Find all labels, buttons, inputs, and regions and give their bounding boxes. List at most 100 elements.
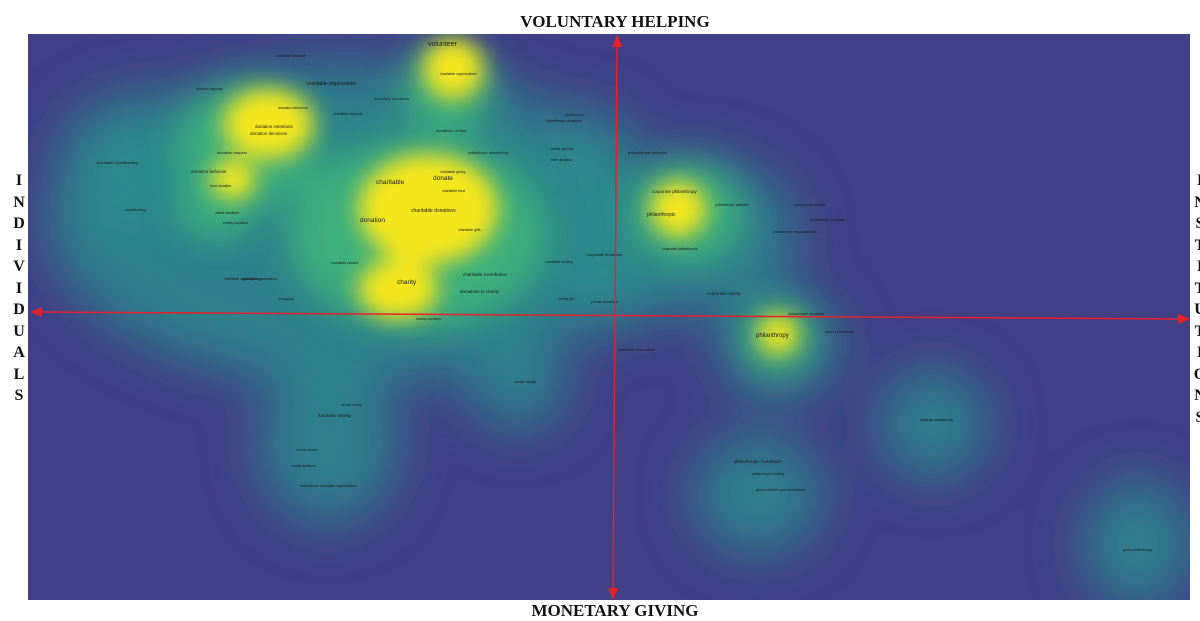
axis-title-letter: S xyxy=(1196,213,1200,235)
term-labels: volunteer charitable behavior charitable… xyxy=(96,41,1153,552)
density-peak xyxy=(223,89,313,159)
quadrant-axes xyxy=(30,35,1190,600)
term-label: philanthropic xyxy=(647,212,676,218)
term-label: international charitable organizations xyxy=(300,484,357,488)
axis-title-letter: T xyxy=(1194,236,1200,254)
term-label: corporate charity xyxy=(707,291,741,296)
term-label: charitable organization xyxy=(306,81,357,87)
axis-title-letter: I xyxy=(15,279,23,297)
density-region xyxy=(58,94,218,234)
term-label: charity organization xyxy=(242,276,277,281)
term-label: donor philanthropy xyxy=(825,330,854,334)
bottom-axis-title: MONETARY GIVING xyxy=(531,601,699,620)
density-peak xyxy=(211,159,255,199)
term-label: corporate philanthropic xyxy=(662,247,698,251)
term-label: volunteer xyxy=(428,41,457,48)
term-label: private charity xyxy=(514,380,536,384)
term-label: global philanthropy xyxy=(1123,548,1153,552)
density-region xyxy=(553,254,653,334)
term-label: time donation xyxy=(551,158,572,162)
term-label: charitable lending xyxy=(545,260,572,264)
density-region xyxy=(258,364,398,524)
term-label: donation appeals xyxy=(196,87,223,91)
term-label: philanthropy xyxy=(756,333,789,339)
term-label: donations of time xyxy=(436,128,467,133)
axis-title-letter: D xyxy=(13,215,25,232)
axis-title-letter: D xyxy=(13,301,25,318)
density-region xyxy=(693,434,823,554)
term-label: charitypay xyxy=(278,297,294,301)
term-label: charitable behavior xyxy=(276,54,306,58)
axis-title-letter: N xyxy=(1194,385,1200,407)
term-label: charitable organisations xyxy=(224,277,261,281)
term-label: charitable requests xyxy=(333,112,363,116)
bottom-arrowhead xyxy=(608,588,618,600)
term-label: trust donation xyxy=(210,184,231,188)
right-axis-title: INSTITUTIONS xyxy=(1193,170,1200,428)
density-peak xyxy=(423,39,483,99)
axis-title-letter: I xyxy=(1196,172,1200,189)
density-map: volunteer charitable behavior charitable… xyxy=(28,34,1190,600)
term-label: corporate donations xyxy=(587,252,622,257)
term-label: philanthropy xyxy=(565,113,584,117)
axis-title-letter: I xyxy=(1196,258,1200,275)
term-label: charitable organizations xyxy=(440,72,477,76)
term-label: donation behaviour xyxy=(278,106,309,110)
axis-title-letter: N xyxy=(1194,192,1200,214)
term-label: charitable donations xyxy=(411,208,456,214)
density-region xyxy=(878,369,988,479)
axis-title-letter: I xyxy=(15,172,23,189)
term-label: charitable contribution xyxy=(463,272,508,277)
density-peak xyxy=(650,181,706,237)
term-label: philanthropic activities xyxy=(715,203,749,207)
term-label: charitable giving xyxy=(440,170,465,174)
term-label: philanthropic foundation xyxy=(734,459,782,464)
term-label: philanthropic donations xyxy=(546,119,582,123)
density-region xyxy=(468,339,568,429)
term-label: charity gift xyxy=(558,297,574,301)
term-label: philanthropic funding xyxy=(752,472,784,476)
term-label: charity appeals xyxy=(550,147,574,151)
term-label: crowdfunding xyxy=(125,208,146,212)
term-label: donations to charity xyxy=(460,289,500,294)
term-label: charity donation xyxy=(223,221,248,225)
term-label: online donation xyxy=(215,211,239,215)
term-label: charity auctions xyxy=(291,464,316,468)
density-peak xyxy=(358,154,498,264)
term-label: strategic philanthropy xyxy=(920,418,954,422)
axis-title-letter: T xyxy=(1194,322,1200,340)
axis-title-letter: I xyxy=(1196,344,1200,361)
term-label: charitable xyxy=(376,179,405,186)
vertical-axis xyxy=(612,43,618,592)
term-label: corporate philanthropy xyxy=(652,189,698,194)
term-label: donation decisions xyxy=(250,131,288,136)
term-label: fundraise charity xyxy=(318,413,352,418)
term-label: philanthropic practices xyxy=(810,218,845,222)
axis-title-letter: T xyxy=(1194,279,1200,297)
term-label: philanthropic volunteering xyxy=(468,151,508,155)
term-label: virtual charity xyxy=(341,403,362,407)
axis-title-letter: S xyxy=(14,387,24,404)
axis-title-letter: A xyxy=(13,344,25,361)
density-peak xyxy=(358,259,438,319)
density-region xyxy=(543,109,633,199)
term-label: charitable causes xyxy=(331,261,358,265)
term-label: donation request xyxy=(217,150,248,155)
term-label: philanthropic behavior xyxy=(628,150,668,155)
term-label: monetary donations xyxy=(374,96,409,101)
density-region xyxy=(1083,479,1190,600)
axis-title-letter: U xyxy=(13,322,25,340)
term-label: donate xyxy=(433,175,453,182)
axis-title-letter: S xyxy=(1196,407,1200,429)
term-label: private donations xyxy=(591,300,618,304)
term-label: donation xyxy=(360,217,385,224)
term-label: charity shows xyxy=(296,448,317,452)
axis-title-letter: I xyxy=(15,236,23,254)
term-label: philanthropic donations xyxy=(788,312,824,316)
left-arrowhead xyxy=(30,307,42,317)
right-arrowhead xyxy=(1178,314,1190,324)
term-label: charitable gifts xyxy=(458,228,481,232)
density-map-svg: volunteer charitable behavior charitable… xyxy=(28,34,1190,600)
axis-title-letter: V xyxy=(13,258,25,275)
